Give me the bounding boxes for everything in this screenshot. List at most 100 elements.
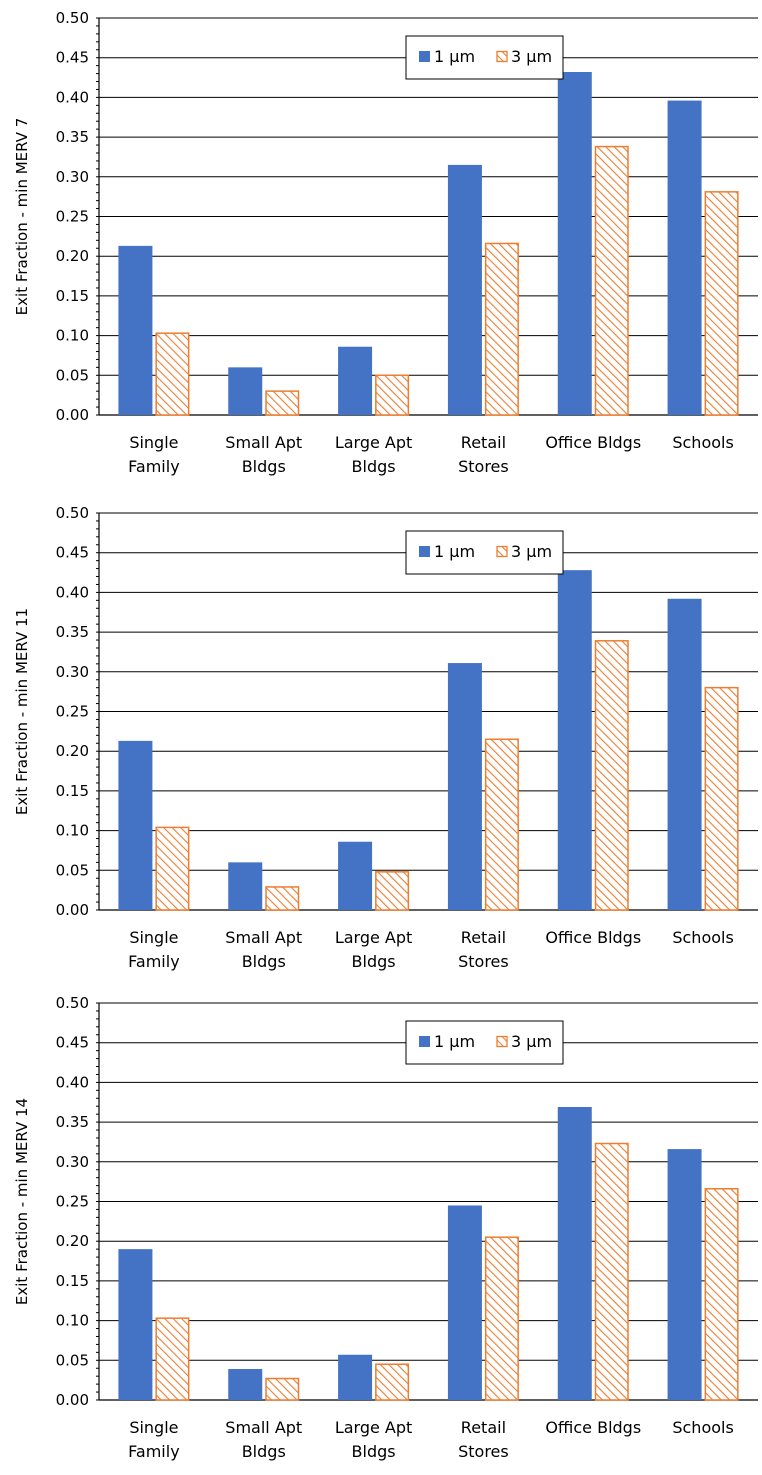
bar-1um — [228, 862, 263, 910]
legend-label-3um: 3 µm — [511, 542, 552, 561]
bar-3um — [265, 390, 300, 416]
bar-1um — [557, 1107, 592, 1400]
bar-1um — [118, 1249, 153, 1400]
bar-3um — [594, 640, 629, 911]
y-axis-title: Exit Fraction - min MERV 7 — [13, 118, 31, 316]
legend-label-3um: 3 µm — [511, 47, 552, 66]
bar-1um — [338, 1354, 373, 1400]
y-tick-label: 0.45 — [56, 544, 89, 562]
bar-3um — [155, 826, 190, 911]
legend-swatch-1um — [419, 546, 430, 557]
bar-1um — [447, 1205, 482, 1400]
x-category-label: Office Bldgs — [545, 433, 641, 452]
bar-3um — [375, 871, 410, 911]
bar-1um — [667, 100, 702, 416]
chart-merv-7: 0.00 0.05 0.10 0.15 0.20 0.25 0.30 0.35 0.40 0.45… — [0, 0, 762, 490]
bar-3um — [704, 1188, 739, 1401]
x-category-label: Single Family — [128, 928, 179, 971]
legend-swatch-3um — [496, 50, 508, 63]
y-tick-label: 0.20 — [56, 1232, 89, 1250]
bar-1um — [557, 570, 592, 910]
y-tick-label: 0.35 — [56, 623, 89, 641]
x-category-label: Small Apt Bldgs — [225, 928, 302, 971]
x-category-label: Small Apt Bldgs — [225, 1418, 302, 1461]
y-tick-label: 0.30 — [56, 663, 89, 681]
bar-3um — [265, 886, 300, 911]
y-tick-label: 0.50 — [56, 9, 89, 27]
bar-3um — [265, 1377, 300, 1401]
legend-label-1um: 1 µm — [434, 47, 475, 66]
y-tick-label: 0.15 — [56, 1272, 89, 1290]
bar-3um — [375, 374, 410, 416]
bar-1um — [338, 841, 373, 910]
y-axis-title: Exit Fraction - min MERV 11 — [13, 608, 31, 815]
legend: 1 µm 3 µm — [405, 1020, 564, 1065]
x-category-label: Large Apt Bldgs — [335, 1418, 412, 1461]
legend-swatch-1um — [419, 1036, 430, 1047]
y-tick-label: 0.15 — [56, 782, 89, 800]
legend-box — [405, 1020, 564, 1065]
bar-1um — [228, 1369, 263, 1400]
y-tick-label: 0.45 — [56, 49, 89, 67]
bar-3um — [484, 738, 519, 911]
chart-svg: 0.00 0.05 0.10 0.15 0.20 0.25 0.30 0.35 0.40 0.45… — [13, 9, 758, 476]
y-tick-label: 0.35 — [56, 1113, 89, 1131]
y-tick-label: 0.40 — [56, 88, 89, 106]
y-tick-label: 0.10 — [56, 327, 89, 345]
chart-merv-11: 0.00 0.05 0.10 0.15 0.20 0.25 0.30 0.35 0.40 0.45… — [0, 495, 762, 985]
bar-3um — [704, 191, 739, 416]
bar-3um — [155, 332, 190, 416]
legend-swatch-1um — [419, 51, 430, 62]
y-tick-label: 0.00 — [56, 1391, 89, 1409]
y-tick-label: 0.30 — [56, 1153, 89, 1171]
legend-swatch-3um — [496, 545, 508, 558]
bar-1um — [338, 346, 373, 415]
bar-1um — [228, 367, 263, 415]
y-tick-label: 0.40 — [56, 583, 89, 601]
y-tick-label: 0.35 — [56, 128, 89, 146]
legend-swatch-3um — [496, 1035, 508, 1048]
x-category-label: Small Apt Bldgs — [225, 433, 302, 476]
x-category-label: Office Bldgs — [545, 928, 641, 947]
x-category-label: Schools — [672, 433, 733, 452]
y-tick-label: 0.50 — [56, 994, 89, 1012]
legend-label-1um: 1 µm — [434, 1032, 475, 1051]
y-tick-label: 0.20 — [56, 247, 89, 265]
y-tick-label: 0.20 — [56, 742, 89, 760]
x-category-label: Large Apt Bldgs — [335, 928, 412, 971]
bar-3um — [594, 145, 629, 416]
x-category-label: Retail Stores — [458, 433, 509, 476]
y-tick-label: 0.10 — [56, 1312, 89, 1330]
bar-1um — [118, 245, 153, 415]
x-category-label: Retail Stores — [458, 1418, 509, 1461]
y-tick-label: 0.15 — [56, 287, 89, 305]
legend-label-3um: 3 µm — [511, 1032, 552, 1051]
legend-box — [405, 35, 564, 80]
x-category-label: Large Apt Bldgs — [335, 433, 412, 476]
bar-3um — [155, 1317, 190, 1401]
gridlines — [99, 512, 758, 871]
y-tick-label: 0.05 — [56, 1351, 89, 1369]
bar-3um — [375, 1363, 410, 1401]
y-tick-label: 0.05 — [56, 861, 89, 879]
y-axis-title: Exit Fraction - min MERV 14 — [13, 1098, 31, 1305]
bar-1um — [118, 740, 153, 910]
chart-merv-14: 0.00 0.05 0.10 0.15 0.20 0.25 0.30 0.35 0.40 0.45… — [0, 985, 762, 1475]
legend: 1 µm 3 µm — [405, 530, 564, 575]
y-tick-label: 0.25 — [56, 703, 89, 721]
bar-1um — [667, 598, 702, 910]
x-category-label: Schools — [672, 1418, 733, 1437]
legend-label-1um: 1 µm — [434, 542, 475, 561]
bar-1um — [447, 663, 482, 910]
y-tick-label: 0.45 — [56, 1034, 89, 1052]
x-category-label: Single Family — [128, 433, 179, 476]
bar-3um — [704, 686, 739, 911]
y-tick-label: 0.10 — [56, 822, 89, 840]
bar-3um — [484, 1236, 519, 1401]
chart-svg: 0.00 0.05 0.10 0.15 0.20 0.25 0.30 0.35 0.40 0.45… — [13, 994, 758, 1461]
chart-svg: 0.00 0.05 0.10 0.15 0.20 0.25 0.30 0.35 0.40 0.45… — [13, 504, 758, 971]
y-tick-label: 0.00 — [56, 406, 89, 424]
y-tick-label: 0.05 — [56, 366, 89, 384]
bar-3um — [484, 242, 519, 416]
